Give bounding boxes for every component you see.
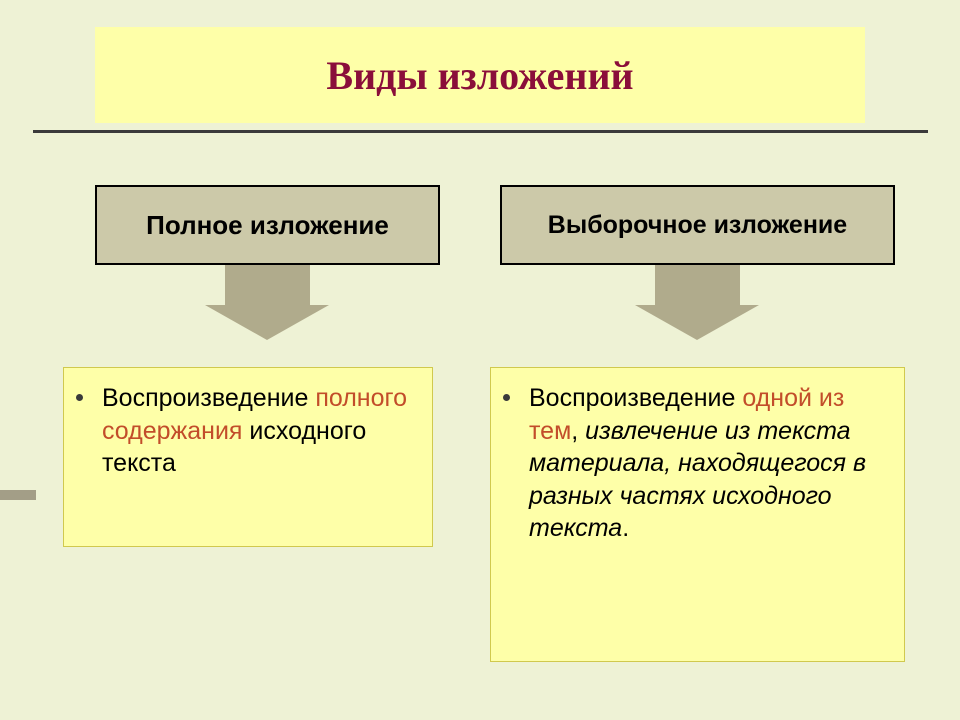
accent-stub [0,490,36,500]
slide-title-text: Виды изложений [326,52,633,99]
left-arrow-stem [225,265,310,305]
right-content-box: Воспроизведение одной из тем, извлечение… [490,367,905,662]
divider-line [33,130,928,133]
left-content-box: Воспроизведение полного содержания исход… [63,367,433,547]
right-header-box: Выборочное изложение [500,185,895,265]
right-header-text: Выборочное изложение [548,211,847,240]
bullet-icon [503,394,510,401]
left-content-text: Воспроизведение полного содержания исход… [102,382,414,480]
right-arrow-stem [655,265,740,305]
bullet-icon [76,394,83,401]
right-content-text: Воспроизведение одной из тем, извлечение… [529,382,886,545]
slide-title: Виды изложений [95,27,865,123]
left-header-box: Полное изложение [95,185,440,265]
right-arrow-head [635,305,759,340]
left-arrow-head [205,305,329,340]
left-header-text: Полное изложение [146,210,389,241]
slide: Виды изложений Полное изложение Воспроиз… [0,0,960,720]
